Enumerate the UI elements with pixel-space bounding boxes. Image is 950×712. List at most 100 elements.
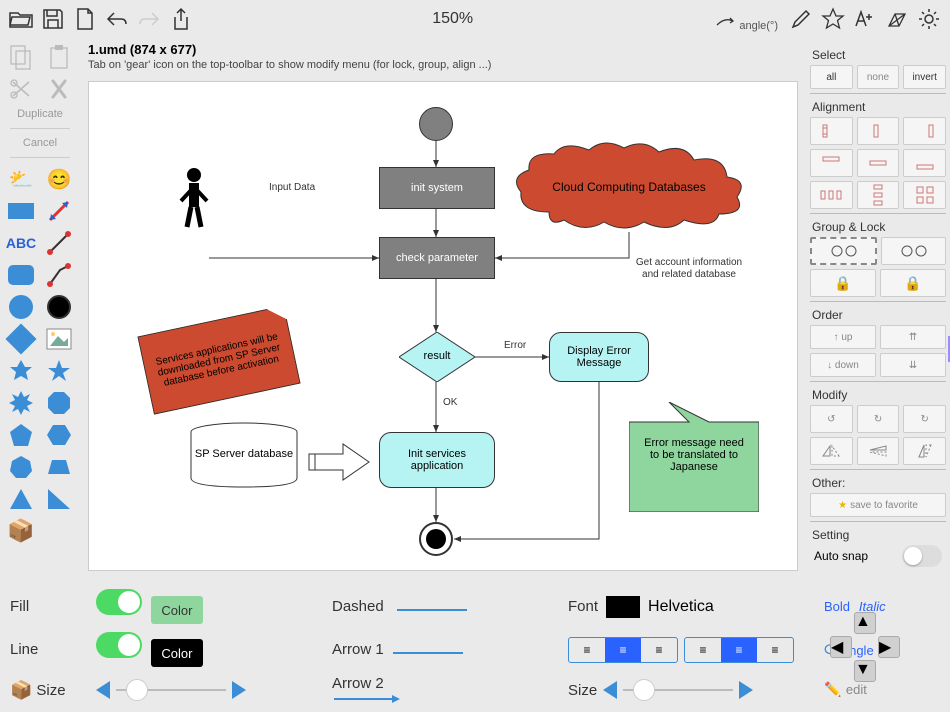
emoji-icon[interactable]: 😊 bbox=[42, 164, 76, 194]
zoom-level[interactable]: 150% bbox=[432, 10, 473, 28]
cut-icon[interactable] bbox=[4, 74, 38, 104]
share-icon[interactable] bbox=[168, 6, 194, 32]
order-down-button[interactable]: ↓ down bbox=[810, 353, 876, 377]
node-database[interactable]: SP Server database bbox=[189, 422, 299, 488]
size-decrease[interactable] bbox=[96, 681, 110, 699]
dpad-up[interactable]: ▲ bbox=[854, 612, 876, 634]
node-init-services[interactable]: Init services application bbox=[379, 432, 495, 488]
shape-polyline[interactable] bbox=[42, 260, 76, 290]
order-up-button[interactable]: ↑ up bbox=[810, 325, 876, 349]
node-end[interactable] bbox=[419, 522, 453, 556]
line-color-button[interactable]: Color bbox=[151, 639, 203, 667]
font-size-decrease[interactable] bbox=[603, 681, 617, 699]
open-folder-icon[interactable] bbox=[8, 6, 34, 32]
gear-icon[interactable] bbox=[916, 6, 942, 32]
node-person[interactable] bbox=[179, 167, 209, 229]
redo-icon[interactable] bbox=[136, 6, 162, 32]
new-page-icon[interactable] bbox=[72, 6, 98, 32]
shape-roundrect[interactable] bbox=[4, 260, 38, 290]
node-callout[interactable]: Error message need to be translated to J… bbox=[629, 422, 759, 512]
arrow1-sample[interactable] bbox=[393, 652, 463, 654]
shape-image[interactable] bbox=[42, 324, 76, 354]
weather-icon[interactable]: ⛅ bbox=[4, 164, 38, 194]
flip-v-button[interactable] bbox=[857, 437, 900, 465]
align-left-button[interactable] bbox=[810, 117, 853, 145]
node-start[interactable] bbox=[419, 107, 453, 141]
shape-triangle[interactable] bbox=[4, 484, 38, 514]
flip-h-button[interactable] bbox=[810, 437, 853, 465]
font-size-increase[interactable] bbox=[739, 681, 753, 699]
angle-icon[interactable] bbox=[711, 6, 737, 32]
font-color-swatch[interactable] bbox=[606, 596, 640, 618]
shape-octagon[interactable] bbox=[42, 388, 76, 418]
edit-button[interactable]: edit bbox=[846, 682, 867, 697]
font-name[interactable]: Helvetica bbox=[648, 598, 714, 616]
node-cloud[interactable]: Cloud Computing Databases bbox=[509, 142, 749, 232]
shape-box3d[interactable]: 📦 bbox=[4, 516, 38, 546]
ungroup-button[interactable] bbox=[881, 237, 946, 265]
order-bottom-button[interactable]: ⇊ bbox=[880, 353, 946, 377]
delete-icon[interactable] bbox=[42, 74, 76, 104]
font-size-slider[interactable] bbox=[623, 689, 733, 691]
size-slider[interactable] bbox=[116, 689, 226, 691]
align-top-button[interactable] bbox=[810, 149, 853, 177]
node-note[interactable]: Services applications will be downloaded… bbox=[137, 305, 300, 414]
align-right-button[interactable] bbox=[903, 117, 946, 145]
dpad-right[interactable]: ▶ bbox=[878, 636, 900, 658]
valign-segmented[interactable]: ≡≡≡ bbox=[684, 637, 794, 663]
paste-icon[interactable] bbox=[42, 42, 76, 72]
node-check-parameter[interactable]: check parameter bbox=[379, 237, 495, 279]
node-display-error[interactable]: Display Error Message bbox=[549, 332, 649, 382]
perspective-icon[interactable] bbox=[884, 6, 910, 32]
shape-circle-filled[interactable] bbox=[42, 292, 76, 322]
shape-star5[interactable] bbox=[42, 356, 76, 386]
shape-arrow-diag[interactable] bbox=[42, 196, 76, 226]
shape-right-triangle[interactable] bbox=[42, 484, 76, 514]
shape-rectangle[interactable] bbox=[4, 196, 38, 226]
shape-burst[interactable] bbox=[4, 388, 38, 418]
order-top-button[interactable]: ⇈ bbox=[880, 325, 946, 349]
shape-trapezoid[interactable] bbox=[42, 452, 76, 482]
star-icon[interactable] bbox=[820, 6, 846, 32]
undo-icon[interactable] bbox=[104, 6, 130, 32]
dpad-down[interactable]: ▼ bbox=[854, 660, 876, 682]
dpad-left[interactable]: ◀ bbox=[830, 636, 852, 658]
shape-hexagon[interactable] bbox=[42, 420, 76, 450]
node-block-arrow[interactable] bbox=[307, 442, 371, 482]
align-hcenter-button[interactable] bbox=[857, 117, 900, 145]
select-invert-button[interactable]: invert bbox=[903, 65, 946, 89]
node-result[interactable]: result bbox=[399, 332, 475, 382]
group-button[interactable] bbox=[810, 237, 877, 265]
distribute-v-button[interactable] bbox=[857, 181, 900, 209]
lock-button[interactable]: 🔒 bbox=[810, 269, 876, 297]
rotate-ccw-button[interactable]: ↺ bbox=[810, 405, 853, 433]
unlock-button[interactable]: 🔒 bbox=[880, 269, 946, 297]
shape-heptagon[interactable] bbox=[4, 452, 38, 482]
rotate-180-button[interactable]: ↻ bbox=[903, 405, 946, 433]
rotate-cw-button[interactable]: ↻ bbox=[857, 405, 900, 433]
distribute-grid-button[interactable] bbox=[903, 181, 946, 209]
align-vcenter-button[interactable] bbox=[857, 149, 900, 177]
shape-pentagon[interactable] bbox=[4, 420, 38, 450]
add-text-icon[interactable] bbox=[852, 6, 878, 32]
auto-snap-toggle[interactable] bbox=[902, 545, 942, 567]
canvas[interactable]: init system check parameter result Init … bbox=[88, 81, 798, 571]
size-increase[interactable] bbox=[232, 681, 246, 699]
shape-star6[interactable] bbox=[4, 356, 38, 386]
copy-icon[interactable] bbox=[4, 42, 38, 72]
cancel-label[interactable]: Cancel bbox=[23, 137, 57, 149]
save-favorite-button[interactable]: ★save to favorite bbox=[810, 493, 946, 517]
halign-segmented[interactable]: ≡≡≡ bbox=[568, 637, 678, 663]
pencil-icon[interactable] bbox=[788, 6, 814, 32]
line-toggle[interactable] bbox=[96, 632, 142, 658]
save-icon[interactable] bbox=[40, 6, 66, 32]
select-none-button[interactable]: none bbox=[857, 65, 900, 89]
shape-diamond[interactable] bbox=[4, 324, 38, 354]
duplicate-label[interactable]: Duplicate bbox=[17, 108, 63, 120]
distribute-h-button[interactable] bbox=[810, 181, 853, 209]
shape-circle[interactable] bbox=[4, 292, 38, 322]
select-all-button[interactable]: all bbox=[810, 65, 853, 89]
shape-line[interactable] bbox=[42, 228, 76, 258]
flip-both-button[interactable] bbox=[903, 437, 946, 465]
fill-color-button[interactable]: Color bbox=[151, 596, 203, 624]
